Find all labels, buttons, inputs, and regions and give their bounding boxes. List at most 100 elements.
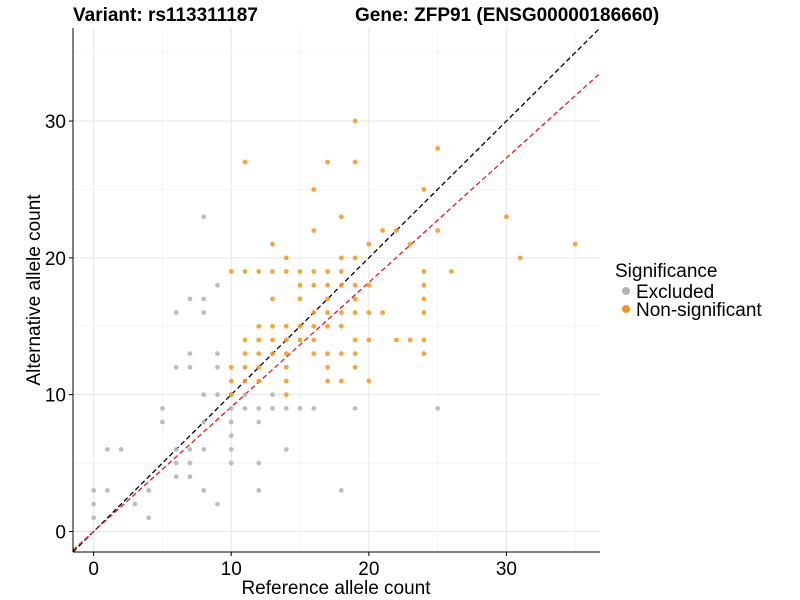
point-excluded <box>256 488 262 493</box>
point-excluded <box>228 419 234 425</box>
y-ticks: 0 10 20 30 <box>45 112 73 543</box>
point-excluded <box>338 488 344 493</box>
point-non-significant <box>352 255 358 261</box>
point-non-significant <box>283 323 289 329</box>
point-non-significant <box>421 296 427 302</box>
reference-line-identity <box>72 27 601 553</box>
point-non-significant <box>435 228 441 233</box>
point-non-significant <box>242 269 248 274</box>
point-non-significant <box>270 241 275 247</box>
point-non-significant <box>421 337 427 343</box>
point-non-significant <box>297 337 303 343</box>
point-excluded <box>104 446 110 452</box>
point-excluded <box>173 460 179 466</box>
point-non-significant <box>297 296 303 302</box>
point-non-significant <box>338 214 344 220</box>
point-non-significant <box>311 337 317 343</box>
point-non-significant <box>504 214 509 220</box>
legend-swatch-excluded <box>622 287 630 295</box>
point-non-significant <box>366 310 372 315</box>
point-non-significant <box>242 159 248 165</box>
point-excluded <box>435 405 441 411</box>
point-excluded <box>201 310 207 315</box>
point-excluded <box>215 392 220 398</box>
point-non-significant <box>325 296 330 302</box>
point-non-significant <box>256 337 262 343</box>
point-non-significant <box>352 118 358 124</box>
point-excluded <box>352 405 358 411</box>
y-tick-label: 0 <box>55 522 66 543</box>
point-non-significant <box>325 323 330 329</box>
point-excluded <box>256 405 262 411</box>
point-non-significant <box>325 364 330 370</box>
point-excluded <box>228 446 234 452</box>
point-non-significant <box>366 241 372 247</box>
legend-label-excluded: Excluded <box>636 282 714 303</box>
point-non-significant <box>352 296 358 302</box>
point-excluded <box>187 446 193 452</box>
point-excluded <box>187 351 193 357</box>
point-non-significant <box>325 269 330 274</box>
point-non-significant <box>270 269 275 274</box>
point-non-significant <box>338 269 344 274</box>
point-non-significant <box>228 364 234 370</box>
point-non-significant <box>338 282 344 288</box>
grid <box>73 28 600 552</box>
reference-lines <box>72 27 601 553</box>
point-excluded <box>270 392 275 398</box>
point-excluded <box>91 501 97 507</box>
point-non-significant <box>311 323 317 329</box>
point-excluded <box>228 405 234 411</box>
y-tick-label: 30 <box>45 112 66 133</box>
point-excluded <box>283 446 289 452</box>
point-excluded <box>91 488 97 493</box>
point-non-significant <box>228 269 234 274</box>
point-excluded <box>201 488 207 493</box>
point-non-significant <box>407 241 413 247</box>
legend-label-non-significant: Non-significant <box>636 300 762 321</box>
x-tick-label: 0 <box>88 559 99 580</box>
point-excluded <box>256 419 262 425</box>
point-non-significant <box>270 351 275 357</box>
point-non-significant <box>283 392 289 398</box>
point-non-significant <box>517 255 523 261</box>
point-non-significant <box>283 364 289 370</box>
point-non-significant <box>380 228 385 233</box>
point-non-significant <box>270 323 275 329</box>
point-non-significant <box>311 351 317 357</box>
point-non-significant <box>325 159 330 165</box>
point-non-significant <box>311 228 317 233</box>
point-excluded <box>201 214 207 220</box>
point-non-significant <box>421 310 427 315</box>
point-non-significant <box>297 269 303 274</box>
point-excluded <box>173 474 179 480</box>
x-axis-title: Reference allele count <box>241 578 431 599</box>
point-excluded <box>146 515 152 521</box>
point-non-significant <box>325 310 330 315</box>
point-non-significant <box>338 310 344 315</box>
point-excluded <box>297 405 303 411</box>
point-non-significant <box>283 255 289 261</box>
point-non-significant <box>421 187 427 192</box>
point-excluded <box>242 392 248 398</box>
point-excluded <box>201 296 207 302</box>
point-non-significant <box>311 310 317 315</box>
point-non-significant <box>283 337 289 343</box>
point-non-significant <box>228 378 234 384</box>
point-non-significant <box>270 337 275 343</box>
point-excluded <box>311 405 317 411</box>
point-non-significant <box>366 337 372 343</box>
point-non-significant <box>256 378 262 384</box>
chart-title-variant: Variant: rs113311187 <box>73 5 258 26</box>
point-non-significant <box>338 323 344 329</box>
point-non-significant <box>256 269 262 274</box>
point-non-significant <box>421 269 427 274</box>
y-axis-title: Alternative allele count <box>24 194 45 386</box>
point-excluded <box>283 405 289 411</box>
point-excluded <box>215 501 220 507</box>
point-non-significant <box>270 296 275 302</box>
point-non-significant <box>380 310 385 315</box>
point-non-significant <box>242 378 248 384</box>
y-tick-label: 20 <box>45 249 66 270</box>
point-excluded <box>270 405 275 411</box>
